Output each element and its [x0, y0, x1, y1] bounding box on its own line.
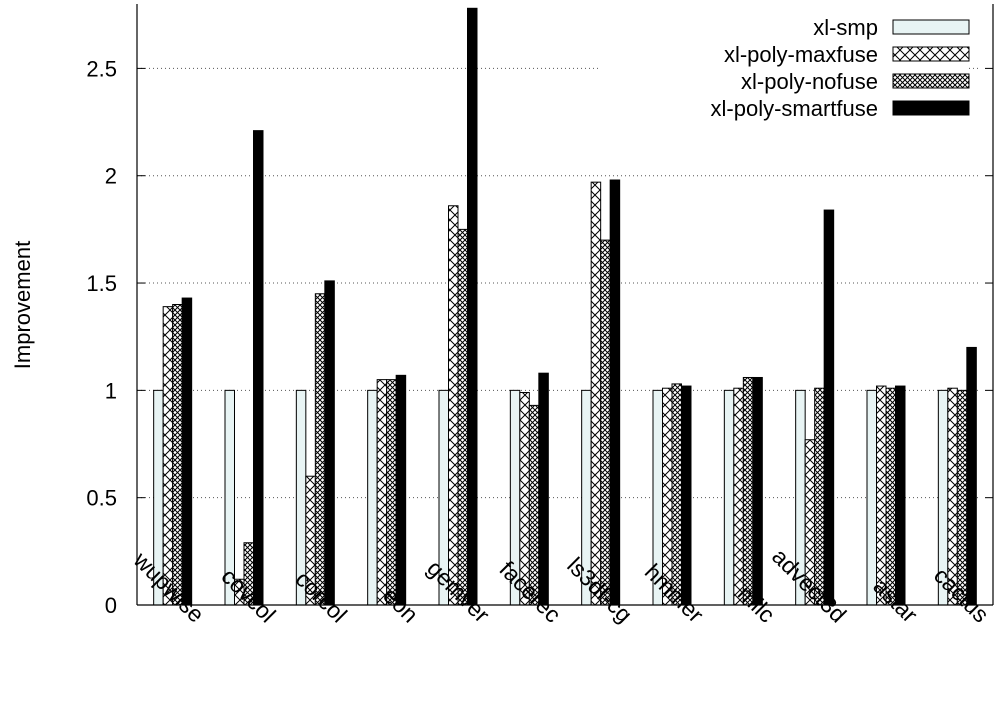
- bar-xl-poly-maxfuse-milc: [733, 387, 744, 606]
- bar-xl-poly-maxfuse-wupwise: [162, 306, 174, 606]
- y-tick-label: 2.5: [86, 56, 117, 81]
- y-tick-labels: 0 0.5 1 1.5 2 2.5: [86, 56, 117, 618]
- axes: [136, 4, 994, 606]
- y-tick-label: 1.5: [86, 271, 117, 296]
- legend-swatch-xl-poly-smartfuse: [892, 100, 970, 116]
- bar-xl-poly-smartfuse-wupwise: [181, 297, 193, 606]
- bar-xl-poly-smartfuse-gemver: [467, 7, 478, 606]
- bar-xl-poly-maxfuse-astar: [876, 385, 887, 606]
- bar-xl-poly-smartfuse-astar: [895, 385, 906, 606]
- bar-xl-poly-nofuse-milc: [742, 376, 754, 606]
- bar-xl-poly-smartfuse-covcol: [253, 130, 264, 606]
- bar-xl-poly-smartfuse-milc: [752, 376, 763, 606]
- bar-xl-poly-smartfuse-hmmer: [681, 385, 692, 606]
- y-axis-title: Improvement: [10, 241, 35, 369]
- legend-swatch-xl-smp: [892, 19, 970, 35]
- y-tick-label: 1: [105, 378, 117, 403]
- bar-xl-smp-astar: [866, 389, 877, 606]
- bar-xl-poly-nofuse-gemver: [457, 228, 468, 606]
- legend-swatch-xl-poly-nofuse: [892, 73, 970, 89]
- bar-xl-poly-smartfuse-advect3d: [823, 209, 835, 606]
- bar-xl-smp-milc: [723, 389, 735, 606]
- bar-xl-poly-nofuse-eon: [386, 379, 397, 606]
- legend-label-xl-poly-maxfuse: xl-poly-maxfuse: [724, 42, 878, 67]
- bar-xl-poly-nofuse-corcol: [314, 293, 326, 606]
- y-tick-label: 0.5: [86, 486, 117, 511]
- bar-xl-poly-maxfuse-ls3df-cg: [590, 181, 602, 606]
- bar-xl-poly-smartfuse-corcol: [324, 280, 335, 606]
- bar-xl-poly-nofuse-wupwise: [172, 304, 183, 606]
- legend-label-xl-smp: xl-smp: [813, 15, 878, 40]
- legend: xl-smpxl-poly-maxfusexl-poly-nofusexl-po…: [711, 15, 970, 121]
- y-tick-label: 2: [105, 164, 117, 189]
- legend-swatch-xl-poly-maxfuse: [892, 46, 970, 62]
- bar-xl-poly-smartfuse-eon: [395, 374, 407, 606]
- bar-xl-smp-eon: [367, 389, 378, 606]
- bars: [153, 7, 977, 606]
- bar-xl-poly-smartfuse-ls3df-cg: [609, 179, 621, 606]
- legend-label-xl-poly-nofuse: xl-poly-nofuse: [741, 69, 878, 94]
- y-tick-label: 0: [105, 593, 117, 618]
- legend-label-xl-poly-smartfuse: xl-poly-smartfuse: [711, 96, 878, 121]
- bar-xl-poly-nofuse-ls3df-cg: [600, 239, 611, 606]
- bar-xl-poly-maxfuse-eon: [376, 379, 388, 606]
- bar-xl-poly-smartfuse-cactus: [966, 346, 977, 606]
- bar-xl-poly-nofuse-hmmer: [671, 383, 682, 606]
- bar-xl-poly-smartfuse-facerec: [538, 372, 549, 606]
- gridlines: [137, 67, 979, 499]
- bar-xl-poly-maxfuse-gemver: [448, 205, 459, 606]
